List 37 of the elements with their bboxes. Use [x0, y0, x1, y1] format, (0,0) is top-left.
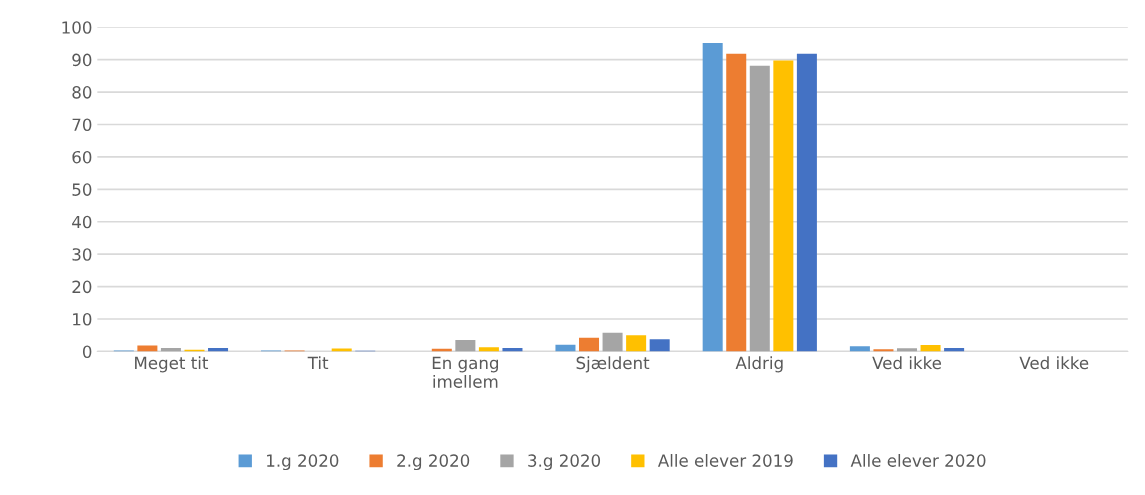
bar — [796, 53, 817, 352]
y-tick-label: 80 — [72, 86, 92, 99]
x-tick-label: Sjældent — [576, 356, 650, 373]
legend-label: Alle elever 2020 — [850, 453, 986, 467]
bar — [579, 337, 600, 352]
bar — [749, 65, 770, 352]
y-tick-label: 0 — [82, 345, 92, 359]
bar — [602, 332, 623, 352]
x-tick-label: Ved ikke — [1019, 356, 1089, 370]
bar — [455, 340, 476, 352]
y-tick-label: 70 — [72, 118, 92, 132]
y-tick-label: 40 — [72, 215, 92, 229]
bar — [726, 53, 747, 352]
bar — [702, 43, 723, 352]
y-tick-label: 90 — [72, 53, 92, 67]
x-tick-label: Meget tit — [135, 356, 209, 373]
legend-label: 2.g 2020 — [397, 454, 470, 471]
bar — [478, 347, 499, 352]
bar — [849, 346, 870, 352]
bar — [649, 339, 670, 352]
bar — [920, 344, 941, 352]
bar — [773, 60, 794, 352]
bar — [896, 348, 918, 352]
legend-label: Alle elever 2019 — [657, 453, 793, 467]
x-tick-label: En gang imellem — [432, 356, 499, 388]
y-tick-label: 50 — [72, 183, 92, 196]
y-tick-label: 100 — [62, 21, 92, 34]
x-tick-label: Ved ikke — [872, 356, 942, 370]
y-tick-label: 20 — [72, 280, 92, 294]
bar — [626, 335, 647, 352]
x-tick-label: Tit — [307, 356, 329, 369]
y-tick-label: 60 — [72, 150, 92, 164]
x-tick-label: Aldrig — [735, 356, 783, 373]
legend-label: 1.g 2020 — [267, 454, 339, 471]
y-tick-label: 10 — [73, 312, 92, 326]
legend-label: 3.g 2020 — [528, 454, 601, 471]
y-tick-label: 30 — [72, 248, 92, 261]
